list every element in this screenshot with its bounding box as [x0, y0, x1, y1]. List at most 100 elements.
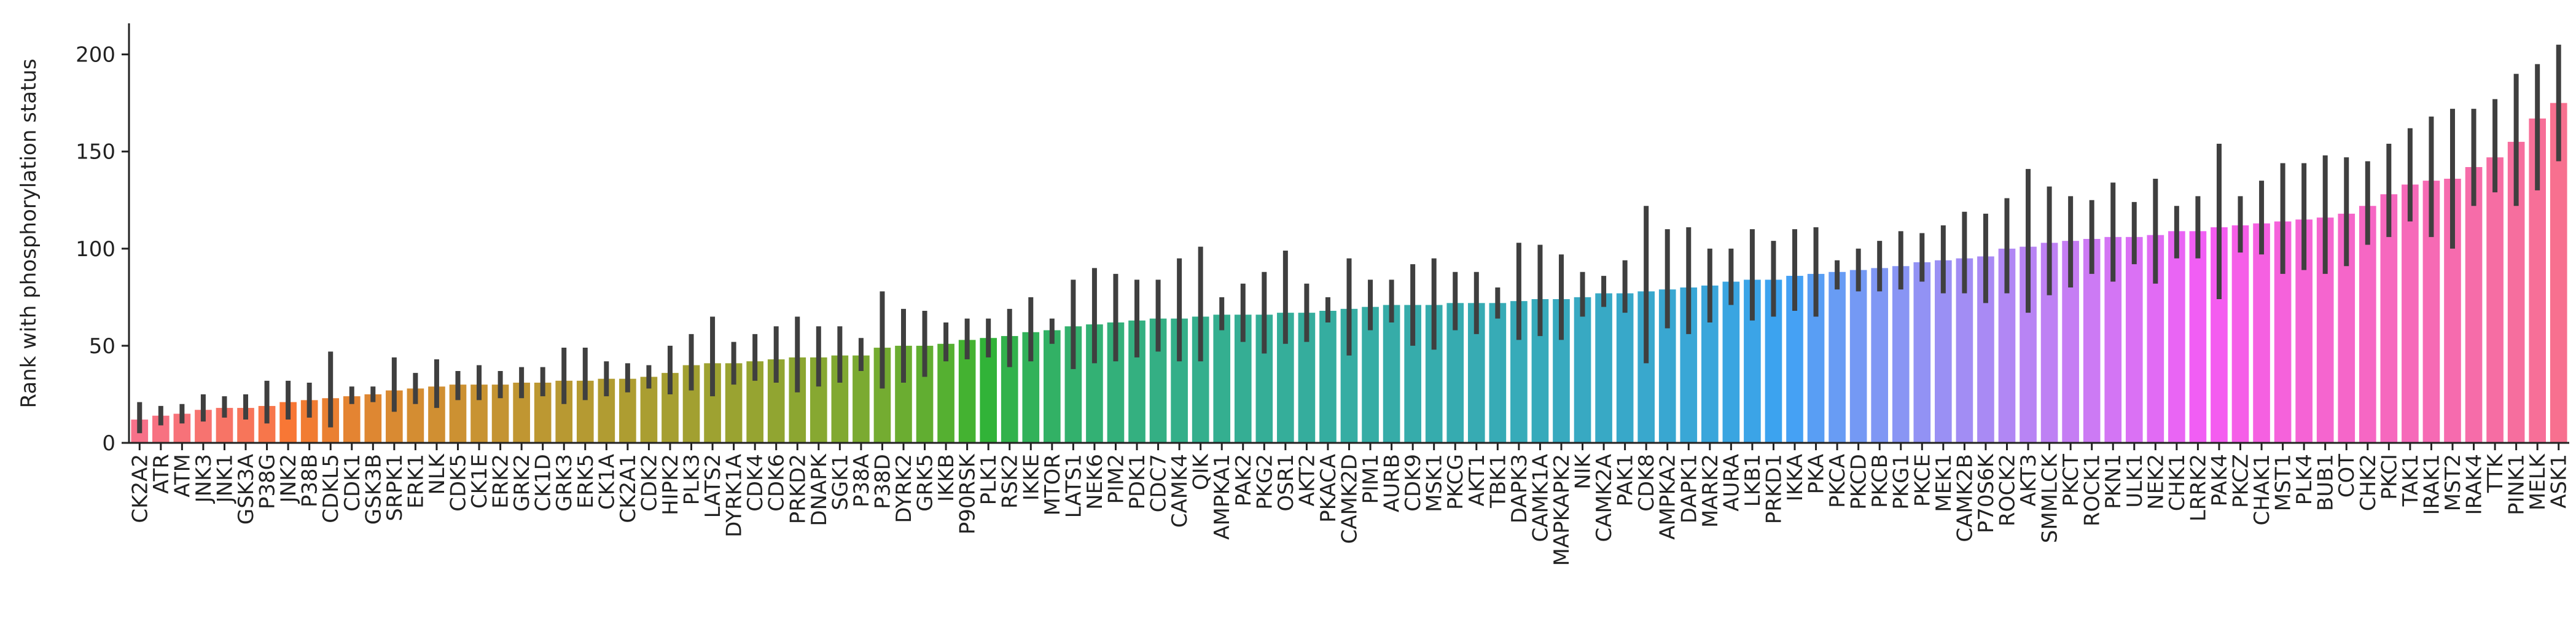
x-tick-label: P90RSK — [956, 453, 980, 534]
x-tick-label: OSR1 — [1274, 454, 1298, 512]
x-tick-label: AURA — [1719, 454, 1744, 512]
x-tick-label: CAMK2A — [1592, 454, 1617, 542]
x-tick-label: CDK9 — [1401, 454, 1426, 512]
x-tick-label: ROCK2 — [1995, 454, 2020, 526]
x-tick-label: CK1E — [467, 454, 492, 509]
x-tick-label: NEK2 — [2144, 454, 2168, 510]
x-tick-label: LATS2 — [701, 454, 725, 518]
y-tick-label: 50 — [89, 334, 115, 359]
x-tick-label: PAK4 — [2207, 454, 2232, 507]
x-tick-label: CDKL5 — [319, 454, 343, 523]
y-tick-label: 0 — [102, 431, 115, 456]
x-tick-label: MAPKAPK2 — [1550, 454, 1574, 566]
bar — [1829, 271, 1846, 443]
x-tick-label: AKT3 — [2016, 454, 2041, 506]
bar — [1213, 314, 1231, 443]
x-tick-label: RSK2 — [998, 454, 1023, 509]
x-tick-label: LKB1 — [1741, 454, 1765, 507]
x-tick-label: CAMK1A — [1528, 454, 1553, 542]
x-tick-label: AKT1 — [1465, 454, 1489, 506]
x-tick-label: CHK2 — [2356, 454, 2381, 511]
x-tick-label: CAMK4 — [1168, 454, 1192, 528]
x-tick-label: ERK5 — [574, 454, 598, 509]
x-tick-label: PKACA — [1316, 454, 1341, 523]
x-tick-label: AMPKA2 — [1656, 454, 1680, 540]
x-tick-label: PKCB — [1868, 454, 1892, 508]
bar — [2168, 231, 2185, 443]
x-tick-label: TBK1 — [1486, 454, 1510, 509]
x-tick-label: PKA — [1805, 454, 1829, 494]
bar — [1574, 297, 1591, 443]
x-tick-label: P70S6K — [1974, 453, 1999, 533]
x-tick-label: CDK8 — [1634, 454, 1659, 512]
x-tick-label: CDC7 — [1147, 454, 1171, 512]
bar — [2465, 166, 2483, 443]
x-tick-label: ROCK1 — [2080, 454, 2105, 526]
bar — [364, 394, 382, 443]
x-tick-label: CAMK2D — [1338, 454, 1362, 544]
x-tick-label: CK1D — [531, 454, 556, 512]
x-tick-label: MEK1 — [1932, 454, 1956, 512]
x-tick-label: JNK1 — [213, 454, 237, 504]
x-tick-label: PKCA — [1825, 454, 1850, 508]
bar — [2125, 236, 2143, 443]
x-tick-label: HIPK2 — [658, 454, 683, 515]
bar — [2486, 157, 2504, 443]
x-tick-label: CDK2 — [637, 454, 662, 512]
x-tick-label: PKCD — [1847, 454, 1872, 510]
x-tick-label: MSK1 — [1423, 454, 1447, 512]
x-tick-label: PKCG — [1443, 454, 1468, 510]
x-tick-label: CHAK1 — [2250, 454, 2274, 526]
x-tick-label: PINK1 — [2505, 454, 2529, 515]
x-tick-label: LRRK2 — [2186, 454, 2211, 521]
x-tick-label: COT — [2335, 454, 2359, 498]
x-tick-label: DAPK3 — [1507, 454, 1532, 523]
bar — [2359, 206, 2376, 443]
bar — [1913, 262, 1931, 443]
x-tick-label: CDK1 — [340, 454, 365, 512]
bar — [1044, 330, 1061, 443]
x-tick-label: LATS1 — [1061, 454, 1086, 518]
x-tick-label: MELK — [2526, 453, 2550, 510]
x-tick-label: PLK4 — [2292, 454, 2317, 505]
bar — [1892, 266, 1910, 443]
x-tick-label: AMPKA1 — [1210, 454, 1235, 540]
x-tick-label: SGK1 — [828, 454, 853, 510]
x-tick-label: CDK4 — [743, 454, 768, 512]
y-tick-label: 100 — [76, 237, 115, 262]
x-tick-label: JNK3 — [192, 454, 216, 504]
y-tick-label: 150 — [76, 140, 115, 165]
bar — [2402, 184, 2419, 443]
bar — [1489, 303, 1507, 443]
bar — [1319, 310, 1337, 443]
bar — [1849, 270, 1867, 443]
x-tick-label: PKCE — [1910, 454, 1935, 507]
bar — [1871, 268, 1889, 443]
x-tick-label: MARK2 — [1698, 454, 1723, 528]
x-tick-label: NIK — [1571, 453, 1596, 489]
x-tick-label: DYRK2 — [892, 454, 916, 523]
x-tick-label: MTOR — [1040, 454, 1065, 516]
x-tick-label: PKCI — [2377, 454, 2402, 500]
x-tick-label: IKKE — [1019, 454, 1044, 501]
bar — [2253, 223, 2270, 443]
x-tick-label: P38B — [298, 454, 322, 507]
x-tick-label: IKKB — [934, 454, 959, 502]
x-tick-label: MST2 — [2441, 454, 2465, 511]
x-tick-label: PKG2 — [1252, 454, 1277, 510]
bar — [2189, 231, 2207, 443]
x-tick-label: AURB — [1380, 454, 1405, 512]
x-tick-label: CK2A1 — [616, 454, 641, 523]
x-tick-label: GRK2 — [510, 454, 534, 512]
x-tick-label: DAPK1 — [1677, 454, 1701, 523]
x-tick-label: PDK1 — [1125, 454, 1150, 510]
x-tick-label: P38G — [256, 454, 280, 509]
x-tick-label: PRKD2 — [786, 454, 810, 524]
x-tick-label: NLK — [425, 453, 450, 494]
bar — [1722, 281, 1740, 443]
x-tick-label: CDK6 — [765, 454, 789, 512]
x-tick-label: ULK1 — [2123, 454, 2147, 508]
x-tick-label: ERK2 — [489, 454, 513, 509]
